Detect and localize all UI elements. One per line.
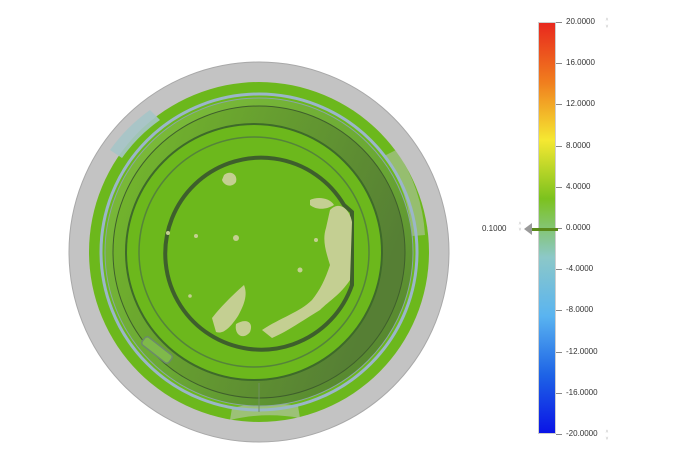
- deviation-patch-top-right: [310, 197, 334, 209]
- color-scale-label: -8.0000: [566, 305, 594, 314]
- deviation-spot-5: [314, 238, 318, 242]
- deviation-spot-1: [233, 235, 239, 241]
- tolerance-value[interactable]: 0.1000: [482, 224, 507, 233]
- color-scale-label[interactable]: -20.0000: [566, 429, 598, 438]
- color-scale-tick-mark: [556, 269, 562, 270]
- rim-gap-left: [110, 110, 160, 158]
- color-scale-tick-mark: [556, 104, 562, 105]
- color-scale-tick-mark: [556, 228, 562, 229]
- center-platform: [163, 155, 354, 352]
- deviation-spot-2: [194, 234, 198, 238]
- color-scale-label: 12.0000: [566, 99, 595, 108]
- deviation-spot-4: [297, 267, 303, 273]
- deviation-patch-top: [222, 172, 237, 186]
- color-scale-label: -12.0000: [566, 347, 598, 356]
- color-scale-label: 0.0000: [566, 223, 591, 232]
- tolerance-spin-up[interactable]: ˄: [518, 221, 522, 227]
- max-spin-up[interactable]: ˄: [605, 17, 609, 23]
- color-scale-tick-mark: [556, 146, 562, 147]
- deviation-patch-bottom: [235, 321, 252, 337]
- color-scale-label: 4.0000: [566, 182, 591, 191]
- color-scale-label: -4.0000: [566, 264, 594, 273]
- color-scale-tick-mark: [556, 434, 562, 435]
- min-spin-up[interactable]: ˄: [605, 429, 609, 435]
- color-scale-label: -16.0000: [566, 388, 598, 397]
- tolerance-spin-down[interactable]: ˅: [518, 227, 522, 233]
- color-scale-label: 8.0000: [566, 141, 591, 150]
- deviation-patch-bottom-left: [212, 285, 246, 333]
- tolerance-spinner[interactable]: ˄ ˅: [516, 221, 524, 233]
- min-spin-down[interactable]: ˅: [605, 436, 609, 442]
- color-scale-tick-mark: [556, 187, 562, 188]
- bottom-left-slot: [140, 336, 174, 364]
- color-scale-tick-mark: [556, 310, 562, 311]
- color-scale-label: 16.0000: [566, 58, 595, 67]
- color-scale-tick-mark: [556, 22, 562, 23]
- deviation-spot-6: [188, 294, 192, 298]
- color-scale-tick-mark: [556, 352, 562, 353]
- deviation-spot-3: [166, 231, 170, 235]
- color-scale-label[interactable]: 20.0000: [566, 17, 595, 26]
- deviation-patch-right: [262, 205, 352, 338]
- color-scale-tick-mark: [556, 63, 562, 64]
- tolerance-band-marker: [532, 228, 558, 231]
- tolerance-slider-handle[interactable]: [524, 223, 532, 235]
- color-scale-tick-mark: [556, 393, 562, 394]
- max-spin-down[interactable]: ˅: [605, 24, 609, 30]
